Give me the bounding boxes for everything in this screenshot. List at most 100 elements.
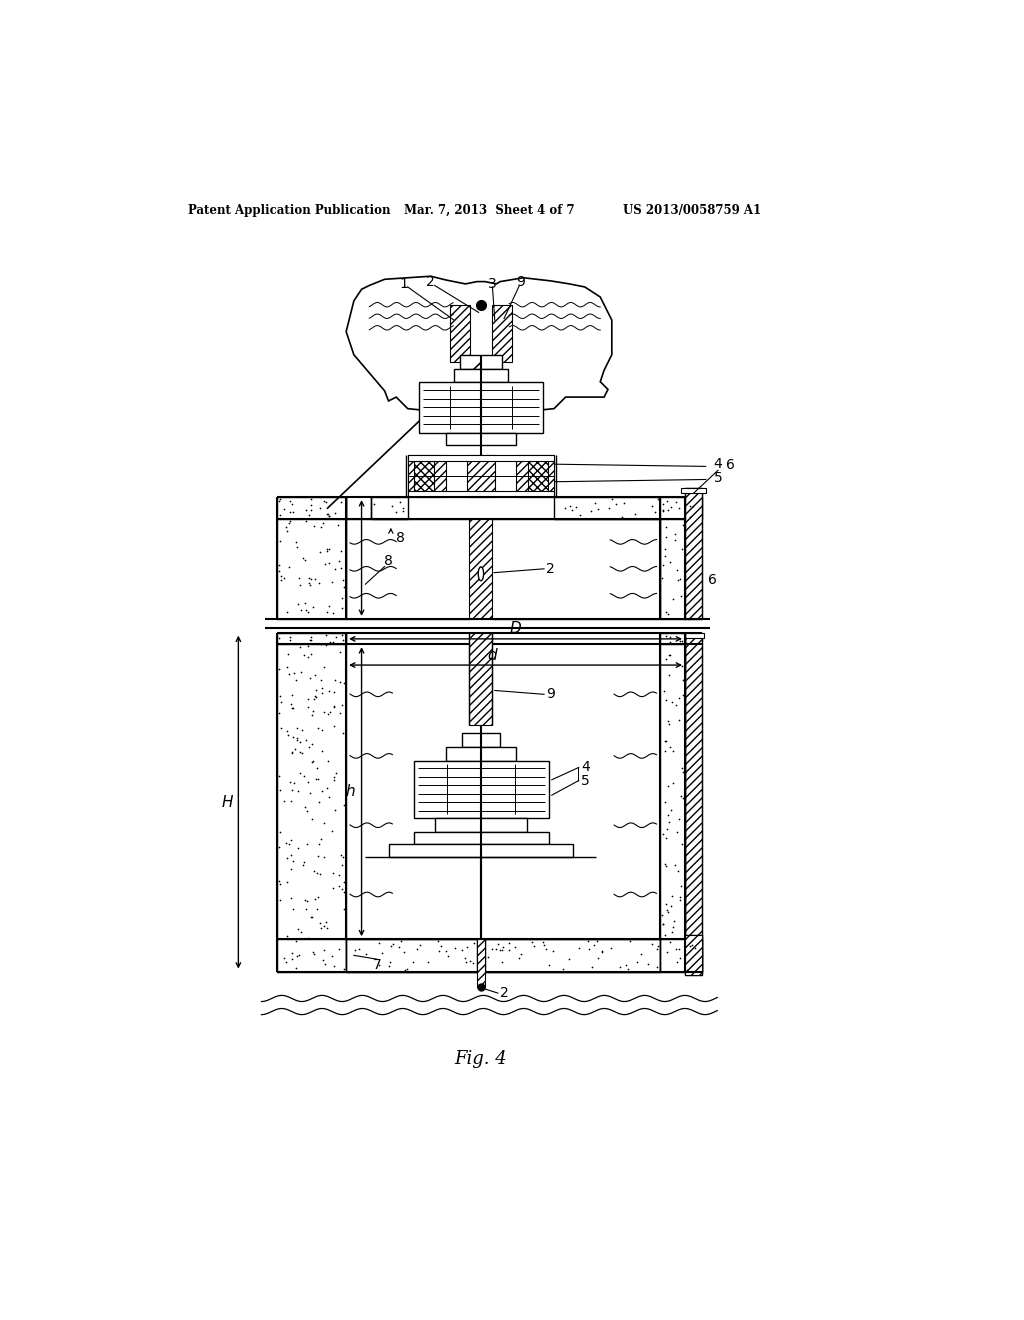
- Point: [310, 572, 327, 593]
- Point: [385, 933, 401, 954]
- Point: [667, 854, 683, 875]
- Point: [660, 664, 677, 685]
- Point: [581, 939, 597, 960]
- Point: [366, 494, 382, 515]
- Point: [272, 685, 289, 706]
- Point: [675, 669, 691, 690]
- Point: [285, 899, 301, 920]
- Point: [663, 800, 679, 821]
- Point: [300, 927, 316, 948]
- Point: [280, 521, 296, 543]
- Point: [662, 631, 678, 652]
- Point: [272, 890, 289, 911]
- Point: [318, 491, 335, 512]
- Bar: [467, 455, 495, 498]
- Point: [318, 601, 335, 622]
- Point: [627, 504, 643, 525]
- Point: [300, 602, 316, 623]
- Point: [288, 531, 304, 552]
- Point: [298, 599, 314, 620]
- Bar: [660, 519, 685, 619]
- Point: [295, 546, 311, 568]
- Bar: [685, 936, 701, 975]
- Point: [335, 570, 351, 591]
- Point: [271, 490, 288, 511]
- Bar: [414, 461, 434, 491]
- Point: [298, 511, 314, 532]
- Point: [571, 504, 588, 525]
- Point: [383, 936, 399, 957]
- Point: [304, 705, 321, 726]
- Point: [629, 952, 645, 973]
- Point: [329, 626, 345, 647]
- Point: [394, 500, 411, 521]
- Bar: [685, 488, 701, 619]
- Bar: [276, 632, 346, 644]
- Point: [602, 937, 618, 958]
- Point: [657, 602, 674, 623]
- Point: [312, 634, 329, 655]
- Point: [289, 537, 305, 558]
- Point: [658, 818, 675, 840]
- Point: [322, 631, 338, 652]
- Bar: [276, 498, 346, 519]
- Point: [480, 946, 497, 968]
- Point: [335, 630, 351, 651]
- Point: [336, 882, 352, 903]
- Point: [301, 574, 317, 595]
- Point: [321, 595, 337, 616]
- Point: [286, 663, 302, 684]
- Point: [281, 833, 297, 854]
- Point: [603, 488, 620, 510]
- Point: [523, 931, 540, 952]
- Point: [667, 911, 683, 932]
- Point: [334, 854, 350, 875]
- Point: [420, 952, 436, 973]
- Point: [302, 494, 318, 515]
- Point: [292, 731, 308, 752]
- Point: [662, 932, 678, 953]
- Point: [662, 645, 678, 667]
- Point: [332, 702, 348, 723]
- Point: [336, 899, 352, 920]
- Ellipse shape: [478, 566, 483, 581]
- Point: [589, 931, 605, 952]
- Point: [394, 498, 411, 519]
- Point: [271, 561, 288, 582]
- Point: [298, 898, 314, 919]
- Point: [654, 500, 671, 521]
- Point: [271, 870, 288, 891]
- Point: [282, 627, 298, 648]
- Point: [404, 952, 421, 973]
- Text: Mar. 7, 2013  Sheet 4 of 7: Mar. 7, 2013 Sheet 4 of 7: [403, 205, 574, 218]
- Point: [331, 865, 347, 886]
- Bar: [451, 305, 470, 363]
- Point: [584, 957, 600, 978]
- Point: [657, 626, 674, 647]
- Point: [457, 948, 473, 969]
- Point: [679, 960, 695, 981]
- Point: [333, 541, 349, 562]
- Point: [282, 502, 298, 523]
- Point: [501, 940, 517, 961]
- Point: [659, 490, 676, 511]
- Text: 3: 3: [488, 277, 497, 290]
- Bar: [388, 845, 573, 857]
- Point: [331, 939, 347, 960]
- Point: [326, 770, 342, 791]
- Point: [564, 500, 581, 521]
- Point: [304, 701, 321, 722]
- Point: [594, 940, 610, 961]
- Point: [285, 698, 301, 719]
- Point: [284, 742, 300, 763]
- Point: [535, 932, 551, 953]
- Point: [283, 887, 299, 908]
- Point: [291, 944, 307, 965]
- Point: [282, 772, 298, 793]
- Point: [283, 630, 299, 651]
- Bar: [276, 632, 346, 940]
- Point: [654, 824, 671, 845]
- Point: [674, 758, 690, 779]
- Point: [283, 791, 299, 812]
- Point: [653, 904, 670, 925]
